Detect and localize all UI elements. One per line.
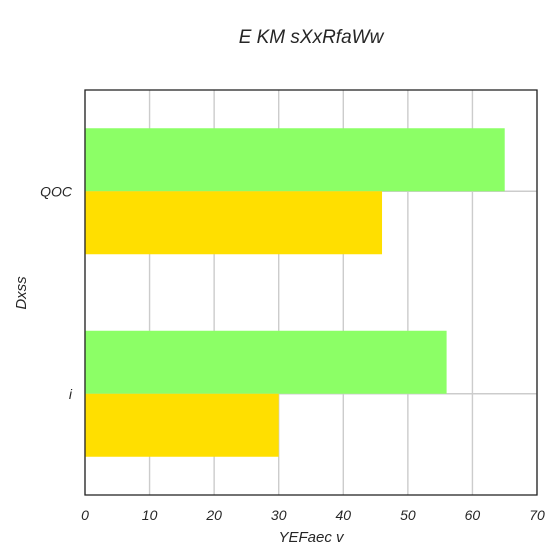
x-tick-label-2: 20 — [205, 507, 222, 523]
y-tick-label-1: QOC — [40, 183, 73, 199]
y-tick-label-0: i — [69, 386, 73, 402]
bar-QOC-series-0 — [85, 128, 505, 192]
bar-i-series-0 — [85, 330, 447, 394]
x-tick-labels: 0 10 20 30 40 50 60 70 — [81, 507, 545, 523]
chart-title: E KM sXxRfaWw — [239, 27, 385, 48]
x-tick-label-4: 40 — [335, 507, 351, 523]
x-tick-label-0: 0 — [81, 507, 89, 523]
y-tick-labels: i QOC — [40, 183, 73, 402]
bar-QOC-series-1 — [85, 191, 383, 255]
x-tick-label-5: 50 — [400, 507, 416, 523]
plot-frame — [84, 89, 538, 496]
x-tick-label-7: 70 — [529, 507, 545, 523]
bars — [85, 128, 505, 457]
x-tick-label-6: 60 — [465, 507, 481, 523]
x-tick-label-3: 30 — [271, 507, 287, 523]
y-axis-label: Dxss — [13, 276, 30, 310]
bar-i-series-1 — [85, 393, 279, 457]
x-axis-label: YEFaec v — [278, 529, 345, 546]
x-tick-label-1: 10 — [142, 507, 158, 523]
